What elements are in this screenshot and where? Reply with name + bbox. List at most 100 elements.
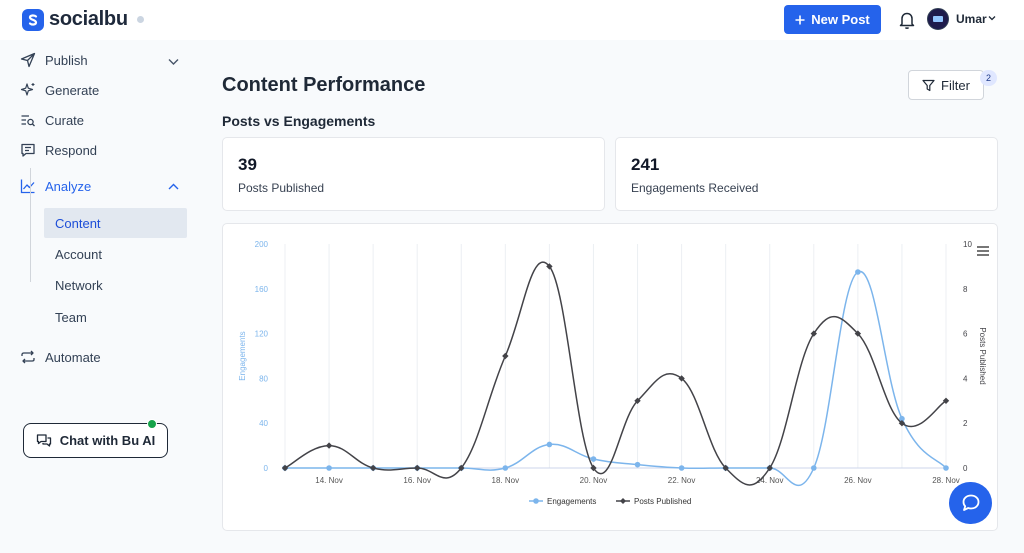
data-point	[325, 442, 333, 449]
sidebar-item-label: Analyze	[45, 178, 92, 194]
data-point	[766, 464, 773, 472]
sidebar-item-publish[interactable]: Publish	[20, 50, 88, 70]
stat-value: 241	[631, 155, 660, 174]
data-point	[281, 464, 289, 472]
chevron-down-icon[interactable]	[167, 57, 180, 67]
x-tick-label: 14. Nov	[315, 476, 343, 485]
page-title: Content Performance	[222, 74, 426, 96]
chat-button-label: Chat with Bu AI	[59, 433, 156, 448]
x-tick-label: 20. Nov	[580, 476, 608, 485]
brand-logo[interactable]: socialbu	[22, 8, 144, 31]
chevron-down-icon[interactable]	[987, 13, 997, 23]
message-icon	[21, 143, 35, 157]
y2-axis-title: Posts Published	[978, 327, 987, 384]
avatar[interactable]	[927, 8, 949, 30]
data-point	[810, 330, 817, 337]
sidebar-item-label: Automate	[45, 349, 101, 365]
sidebar-subitem-network[interactable]: Network	[55, 277, 103, 293]
data-point	[855, 269, 861, 275]
legend-label-posts-published: Posts Published	[634, 497, 691, 506]
chart-card: 14. Nov 16. Nov 18. Nov 20. Nov 22. Nov 24. N…	[222, 223, 998, 531]
data-point	[943, 465, 949, 471]
chat-bubbles-icon	[36, 434, 51, 447]
data-point	[811, 465, 817, 471]
y-tick-label: 120	[255, 330, 269, 339]
sidebar-subitem-account[interactable]: Account	[55, 246, 102, 262]
sidebar-item-respond[interactable]: Respond	[20, 140, 97, 160]
filter-button[interactable]: Filter	[908, 70, 984, 100]
y2-tick-label: 6	[963, 330, 968, 339]
data-point	[369, 464, 377, 472]
y2-tick-label: 10	[963, 240, 972, 249]
y-axis-title: Engagements	[238, 331, 247, 380]
data-point	[634, 397, 641, 404]
data-point	[942, 397, 950, 404]
y2-tick-label: 4	[963, 374, 968, 383]
stat-value: 39	[238, 155, 257, 174]
y-tick-label: 200	[255, 240, 269, 249]
status-dot	[136, 16, 144, 23]
sidebar-item-automate[interactable]: Automate	[20, 347, 101, 367]
online-indicator	[147, 419, 157, 429]
user-name[interactable]: Umar	[956, 12, 987, 26]
sidebar-item-generate[interactable]: Generate	[20, 80, 99, 100]
send-icon	[20, 52, 36, 68]
repeat-icon	[21, 350, 35, 364]
data-point	[898, 420, 906, 427]
x-tick-label: 28. Nov	[932, 476, 960, 485]
x-tick-label: 26. Nov	[844, 476, 872, 485]
chevron-up-icon[interactable]	[167, 182, 180, 192]
sidebar-item-label: Respond	[45, 142, 98, 158]
plus-icon	[795, 15, 805, 24]
bell-icon[interactable]	[898, 10, 916, 30]
legend-marker-engagements	[533, 498, 539, 504]
sidebar-item-label: Publish	[45, 52, 88, 68]
socialbu-logo-icon	[22, 8, 44, 31]
search-list-icon	[21, 115, 35, 127]
y-tick-label: 40	[259, 419, 268, 428]
stat-label: Engagements Received	[631, 181, 759, 195]
data-point	[326, 465, 332, 471]
y-tick-label: 0	[264, 464, 269, 473]
sidebar-subitem-team[interactable]: Team	[55, 309, 87, 325]
stat-card-engagements: 241 Engagements Received	[615, 137, 998, 211]
sidebar-item-curate[interactable]: Curate	[20, 110, 84, 130]
posts-vs-engagements-chart: 14. Nov 16. Nov 18. Nov 20. Nov 22. Nov 24. N…	[238, 240, 989, 506]
filter-label: Filter	[941, 77, 970, 93]
sidebar-subitem-content[interactable]: Content	[44, 208, 187, 238]
data-point	[502, 352, 509, 360]
data-point	[634, 461, 641, 468]
x-tick-label: 18. Nov	[492, 476, 520, 485]
filter-icon	[922, 79, 935, 91]
data-point	[502, 465, 509, 471]
data-point	[546, 263, 553, 270]
sidebar-item-label: Generate	[45, 82, 100, 98]
submenu-guide-line	[30, 168, 31, 282]
data-point	[678, 375, 685, 382]
new-post-button[interactable]: New Post	[784, 5, 881, 34]
top-bar: socialbu New Post Umar	[0, 0, 1024, 40]
data-point	[546, 441, 553, 448]
data-point	[590, 464, 597, 472]
y-tick-label: 160	[255, 285, 269, 294]
legend-label-engagements: Engagements	[547, 497, 596, 506]
brand-name: socialbu	[49, 8, 128, 30]
x-tick-label: 16. Nov	[403, 476, 431, 485]
y2-tick-label: 0	[963, 464, 968, 473]
data-point	[899, 415, 905, 422]
section-title: Posts vs Engagements	[222, 113, 376, 129]
sidebar-item-label: Curate	[45, 112, 85, 128]
chart-menu-icon[interactable]	[977, 246, 989, 256]
help-chat-button[interactable]	[949, 482, 992, 524]
filter-count-badge: 2	[980, 70, 997, 86]
data-point	[458, 464, 465, 472]
x-tick-label: 22. Nov	[668, 476, 696, 485]
chat-with-ai-button[interactable]: Chat with Bu AI	[23, 423, 168, 458]
y-tick-label: 80	[259, 374, 268, 383]
stat-label: Posts Published	[238, 181, 325, 195]
y2-tick-label: 2	[963, 419, 968, 428]
new-post-label: New Post	[811, 12, 870, 27]
data-point	[590, 456, 597, 462]
chart-line-icon	[20, 179, 35, 194]
data-point	[414, 464, 421, 472]
